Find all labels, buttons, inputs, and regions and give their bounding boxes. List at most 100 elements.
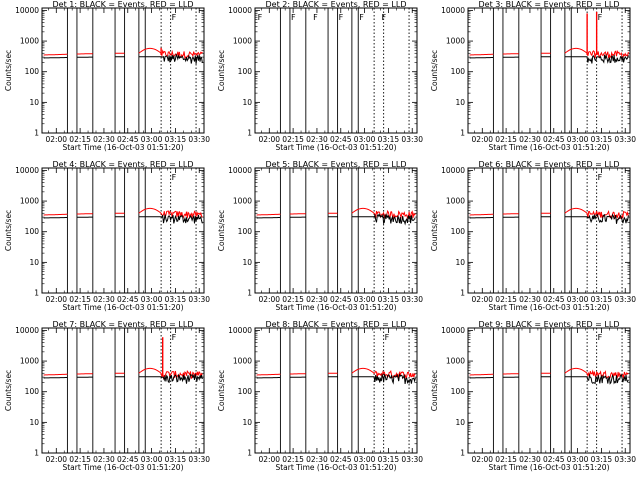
x-tick-label: 03:30 <box>401 295 423 304</box>
x-tick-label: 03:00 <box>141 455 163 464</box>
x-tick-label: 02:30 <box>93 455 115 464</box>
panel-title: Det 7: BLACK = Events, RED = LLD <box>53 320 194 329</box>
events-series-line <box>469 54 629 64</box>
plot-frame <box>254 7 418 134</box>
x-tick-label: 02:00 <box>258 295 280 304</box>
panel-det-7: Det 7: BLACK = Events, RED = LLD 1 10 100 10… <box>4 320 210 472</box>
y-axis-label: Counts/sec <box>430 50 439 91</box>
flag-marker: F <box>172 13 177 22</box>
x-tick-label: 03:30 <box>614 295 636 304</box>
x-tick-label: 02:00 <box>45 455 67 464</box>
x-tick-label: 02:00 <box>45 135 67 144</box>
lld-series-line <box>469 47 629 60</box>
x-tick-label: 03:15 <box>591 295 613 304</box>
panel-title: Det 2: BLACK = Events, RED = LLD <box>266 0 407 9</box>
y-tick-label: 100 <box>451 67 466 76</box>
x-tick-label: 03:00 <box>567 455 589 464</box>
y-axis-label: Counts/sec <box>430 210 439 251</box>
y-tick-label: 10 <box>29 418 39 427</box>
x-tick-label: 02:30 <box>519 295 541 304</box>
y-tick-label: 10 <box>29 98 39 107</box>
panel-title: Det 5: BLACK = Events, RED = LLD <box>266 160 407 169</box>
panel-title: Det 9: BLACK = Events, RED = LLD <box>479 320 620 329</box>
y-tick-label: 10 <box>242 98 252 107</box>
y-tick-label: 100 <box>451 227 466 236</box>
x-tick-label: 02:45 <box>543 455 565 464</box>
panel-det-8: Det 8: BLACK = Events, RED = LLD 1 10 100 10… <box>217 320 423 472</box>
y-axis-label: Counts/sec <box>430 370 439 411</box>
y-tick-label: 1000 <box>446 357 465 366</box>
y-axis-label: Counts/sec <box>4 210 13 251</box>
x-tick-label: 02:15 <box>69 135 91 144</box>
x-tick-label: 03:15 <box>378 135 400 144</box>
x-tick-label: 03:15 <box>165 135 187 144</box>
x-tick-label: 03:00 <box>354 295 376 304</box>
y-tick-label: 1000 <box>233 357 252 366</box>
lld-series-line <box>469 367 629 380</box>
plot-frame <box>467 327 631 454</box>
plot-frame <box>254 167 418 294</box>
lld-series-line <box>43 207 203 219</box>
x-tick-label: 03:30 <box>188 295 210 304</box>
flag-marker: F <box>258 13 263 22</box>
y-tick-label: 1 <box>460 289 465 298</box>
x-axis-label: Start Time (16-Oct-03 01:51:20) <box>275 463 396 472</box>
x-tick-label: 03:15 <box>165 295 187 304</box>
events-series-line <box>256 213 416 226</box>
y-tick-label: 1000 <box>20 357 39 366</box>
x-tick-label: 03:15 <box>591 135 613 144</box>
x-tick-label: 02:00 <box>45 295 67 304</box>
x-tick-label: 02:30 <box>93 135 115 144</box>
x-tick-label: 03:30 <box>401 455 423 464</box>
y-tick-label: 10 <box>29 258 39 267</box>
panel-det-3: Det 3: BLACK = Events, RED = LLD 1 10 100 10… <box>430 0 636 152</box>
x-tick-label: 03:30 <box>614 135 636 144</box>
x-axis-label: Start Time (16-Oct-03 01:51:20) <box>275 143 396 152</box>
plot-frame <box>467 167 631 294</box>
y-tick-label: 1000 <box>233 37 252 46</box>
x-tick-label: 02:45 <box>330 135 352 144</box>
y-tick-label: 10000 <box>15 166 39 175</box>
y-tick-label: 100 <box>238 227 253 236</box>
panel-det-6: Det 6: BLACK = Events, RED = LLD 1 10 100 10… <box>430 160 636 312</box>
x-tick-label: 03:00 <box>141 295 163 304</box>
flag-marker: F <box>385 333 390 342</box>
y-tick-label: 10000 <box>228 6 252 15</box>
x-tick-label: 02:30 <box>93 295 115 304</box>
panel-det-5: Det 5: BLACK = Events, RED = LLD 1 10 100 10… <box>217 160 423 312</box>
x-tick-label: 02:15 <box>69 455 91 464</box>
y-tick-label: 1 <box>247 129 252 138</box>
y-axis-label: Counts/sec <box>217 50 226 91</box>
x-tick-label: 02:30 <box>519 135 541 144</box>
x-axis-label: Start Time (16-Oct-03 01:51:20) <box>62 463 183 472</box>
y-axis-label: Counts/sec <box>217 210 226 251</box>
y-tick-label: 1000 <box>233 197 252 206</box>
y-tick-label: 100 <box>238 67 253 76</box>
panel-title: Det 1: BLACK = Events, RED = LLD <box>53 0 194 9</box>
events-series-line <box>469 213 629 224</box>
y-tick-label: 100 <box>451 387 466 396</box>
x-tick-label: 03:30 <box>188 135 210 144</box>
x-tick-label: 02:15 <box>282 295 304 304</box>
y-tick-label: 10 <box>455 98 465 107</box>
events-series-line <box>43 53 203 64</box>
panel-det-1: Det 1: BLACK = Events, RED = LLD 1 10 100 10… <box>4 0 210 152</box>
x-tick-label: 03:00 <box>567 295 589 304</box>
y-tick-label: 10 <box>242 258 252 267</box>
flag-marker: F <box>359 13 364 22</box>
y-tick-label: 10000 <box>15 326 39 335</box>
events-series-line <box>469 373 629 385</box>
flag-marker: F <box>598 333 603 342</box>
y-tick-label: 10 <box>455 418 465 427</box>
x-tick-label: 02:15 <box>495 295 517 304</box>
flag-marker: F <box>291 13 296 22</box>
x-tick-label: 02:30 <box>306 455 328 464</box>
x-tick-label: 02:30 <box>519 455 541 464</box>
x-tick-label: 02:15 <box>69 295 91 304</box>
y-tick-label: 10000 <box>228 326 252 335</box>
flag-marker: F <box>381 13 386 22</box>
x-tick-label: 02:45 <box>117 455 139 464</box>
x-axis-label: Start Time (16-Oct-03 01:51:20) <box>488 463 609 472</box>
y-tick-label: 10000 <box>441 166 465 175</box>
x-tick-label: 03:15 <box>591 455 613 464</box>
